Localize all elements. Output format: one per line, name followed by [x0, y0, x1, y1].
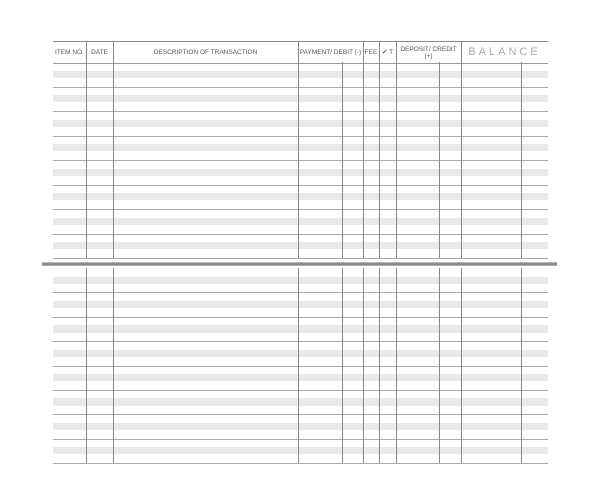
column-divider [439, 62, 440, 258]
column-divider [379, 42, 380, 62]
row-line [53, 438, 548, 440]
header-deposit: DEPOSIT/ CREDIT (+) [400, 45, 457, 60]
row-line [53, 258, 548, 259]
column-divider [113, 62, 114, 258]
row-line [53, 365, 548, 367]
column-divider [342, 62, 343, 258]
shaded-row [53, 325, 548, 333]
shaded-row [53, 193, 548, 201]
shaded-row [53, 374, 548, 382]
row-line [53, 292, 548, 294]
row-line [53, 135, 548, 137]
shaded-row [53, 276, 548, 284]
shaded-row [53, 398, 548, 406]
header-fee: FEE [364, 49, 378, 56]
column-divider [379, 268, 380, 463]
row-line [53, 389, 548, 391]
column-divider [363, 42, 364, 62]
column-divider [521, 268, 522, 463]
column-divider [461, 268, 462, 463]
row-line [53, 184, 548, 186]
column-divider [298, 42, 299, 62]
shaded-row [53, 144, 548, 152]
header-payment: PAYMENT/ DEBIT (-) [299, 49, 362, 56]
column-divider [439, 268, 440, 463]
column-divider [379, 62, 380, 258]
header-balance: BALANCE [468, 46, 541, 58]
column-divider [396, 62, 397, 258]
column-divider [396, 42, 397, 62]
column-divider [363, 62, 364, 258]
row-line [53, 414, 548, 416]
shaded-row [53, 168, 548, 176]
column-divider [363, 268, 364, 463]
column-divider [86, 42, 87, 62]
shaded-row [53, 217, 548, 225]
shaded-row [53, 349, 548, 357]
column-divider [113, 42, 114, 62]
shaded-row [53, 119, 548, 127]
column-divider [342, 268, 343, 463]
column-divider [113, 268, 114, 463]
column-divider [86, 62, 87, 258]
header-date: DATE [91, 49, 108, 56]
header-item-no: ITEM NO. [55, 49, 84, 56]
row-line [53, 160, 548, 161]
column-divider [521, 62, 522, 258]
column-divider [298, 268, 299, 463]
row-line [53, 111, 548, 112]
shaded-row [53, 70, 548, 78]
column-divider [461, 62, 462, 258]
shaded-row [53, 242, 548, 250]
header-check: ✔ T [381, 49, 394, 56]
column-divider [396, 268, 397, 463]
column-divider [86, 268, 87, 463]
column-divider [461, 42, 462, 62]
row-line [53, 233, 548, 235]
shaded-row [53, 95, 548, 103]
header-description: DESCRIPTION OF TRANSACTION [153, 49, 258, 56]
shaded-row [53, 300, 548, 309]
row-line [53, 209, 548, 210]
row-line [53, 463, 548, 464]
shaded-row [53, 447, 548, 455]
row-line [53, 341, 548, 343]
row-line [53, 316, 548, 318]
page-fold [42, 262, 557, 266]
row-line [53, 86, 548, 88]
column-divider [298, 62, 299, 258]
shaded-row [53, 422, 548, 431]
register-header: ITEM NO. DATE DESCRIPTION OF TRANSACTION… [53, 41, 548, 64]
